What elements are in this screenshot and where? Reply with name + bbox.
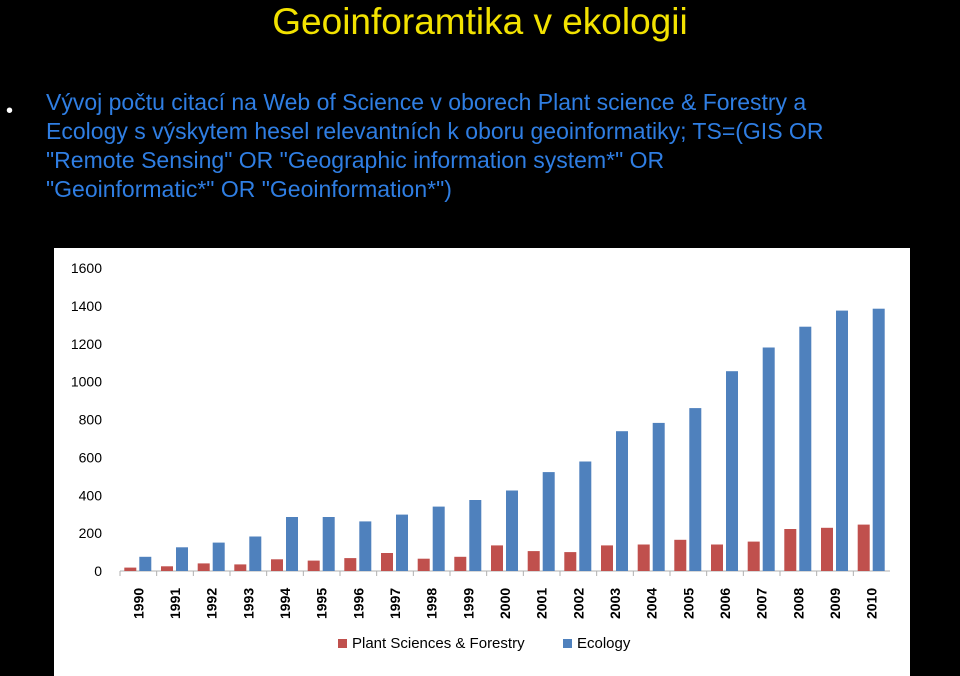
x-tick-label: 2010 xyxy=(864,588,880,619)
x-tick-label: 1994 xyxy=(277,588,293,619)
bar-ecology xyxy=(286,517,298,571)
x-tick-label: 1996 xyxy=(350,588,366,619)
x-tick-label: 1992 xyxy=(204,588,220,619)
bar-plant-sciences xyxy=(161,566,173,571)
x-tick-label: 1991 xyxy=(167,588,183,619)
bar-plant-sciences xyxy=(344,558,357,571)
x-tick-label: 2009 xyxy=(827,588,843,619)
citations-bar-chart: 0 200 400 600 800 1000 1200 1400 1600 1990 1991 199… xyxy=(71,260,890,652)
x-tick-label: 2001 xyxy=(534,588,550,619)
legend-swatch-ecology xyxy=(563,639,572,648)
bar-ecology xyxy=(579,461,592,571)
x-tick-label: 1993 xyxy=(240,588,256,619)
bar-ecology xyxy=(432,506,445,571)
slide-title: Geoinforamtika v ekologii xyxy=(272,1,688,42)
x-tick-label: 1990 xyxy=(130,588,146,619)
bar-plant-sciences xyxy=(674,539,687,571)
bar-plant-sciences xyxy=(454,556,467,571)
bullet-item: • Vývoj počtu citací na Web of Science v… xyxy=(0,88,960,228)
bar-plant-sciences xyxy=(197,563,210,571)
y-tick-label: 1600 xyxy=(71,260,102,276)
bar-plant-sciences xyxy=(564,552,577,571)
bar-ecology xyxy=(469,500,482,571)
x-tick-label: 2004 xyxy=(644,588,660,619)
bar-plant-sciences xyxy=(381,553,393,571)
y-tick-label: 0 xyxy=(94,563,102,579)
y-tick-label: 200 xyxy=(79,525,103,541)
x-tick-label: 2002 xyxy=(570,588,586,619)
bullet-line: Vývoj počtu citací na Web of Science v o… xyxy=(46,89,807,115)
bar-ecology xyxy=(726,371,738,571)
legend-swatch-plant xyxy=(338,639,347,648)
bullet-line: Ecology s výskytem hesel relevantních k … xyxy=(46,118,824,144)
bar-ecology xyxy=(799,326,812,571)
x-tick-label: 1995 xyxy=(314,588,330,619)
x-tick-label: 2000 xyxy=(497,588,513,619)
bar-plant-sciences xyxy=(821,527,833,571)
bar-ecology xyxy=(689,408,702,571)
bar-plant-sciences xyxy=(747,541,760,571)
bullet-line: "Geoinformatic*" OR "Geoinformation*") xyxy=(46,176,452,202)
legend-label-plant: Plant Sciences & Forestry xyxy=(352,635,525,652)
x-tick-label: 1999 xyxy=(460,588,476,619)
y-tick-label: 1400 xyxy=(71,298,102,314)
y-tick-label: 1200 xyxy=(71,336,102,352)
bar-ecology xyxy=(762,347,775,571)
y-tick-label: 400 xyxy=(79,487,103,503)
bar-ecology xyxy=(212,542,225,571)
bar-plant-sciences xyxy=(527,551,540,571)
bullet-text: Vývoj počtu citací na Web of Science v o… xyxy=(46,88,960,204)
bar-ecology xyxy=(836,310,848,571)
x-tick-label: 2003 xyxy=(607,588,623,619)
bar-plant-sciences xyxy=(711,544,723,571)
x-tick-label: 2006 xyxy=(717,588,733,619)
bar-plant-sciences xyxy=(234,564,247,571)
y-tick-label: 800 xyxy=(79,412,103,428)
y-tick-label: 600 xyxy=(79,449,103,465)
bar-plant-sciences xyxy=(784,529,797,571)
bar-ecology xyxy=(322,517,335,571)
bar-ecology xyxy=(616,431,628,571)
bar-ecology xyxy=(176,547,188,571)
bar-ecology xyxy=(872,308,885,571)
bar-ecology xyxy=(249,536,262,571)
bar-ecology xyxy=(396,514,408,571)
x-tick-label: 2005 xyxy=(680,588,696,619)
bar-plant-sciences xyxy=(417,558,430,571)
bar-ecology xyxy=(652,422,665,571)
bar-ecology xyxy=(542,472,555,571)
bar-plant-sciences xyxy=(307,560,320,571)
chart-panel: 0 200 400 600 800 1000 1200 1400 1600 1990 1991 199… xyxy=(54,248,910,676)
bar-plant-sciences xyxy=(637,544,650,571)
bar-plant-sciences xyxy=(271,559,283,571)
legend-label-ecology: Ecology xyxy=(577,635,631,652)
bar-ecology xyxy=(139,556,152,571)
bar-plant-sciences xyxy=(491,545,503,571)
bullet-line: "Remote Sensing" OR "Geographic informat… xyxy=(46,147,665,173)
x-tick-label: 1998 xyxy=(424,588,440,619)
bar-plant-sciences xyxy=(601,545,613,571)
bar-plant-sciences xyxy=(124,567,137,571)
x-tick-label: 2008 xyxy=(790,588,806,619)
bar-plant-sciences xyxy=(857,524,870,571)
bar-ecology xyxy=(359,521,372,571)
bullet-dot-icon: • xyxy=(6,100,14,122)
y-tick-label: 1000 xyxy=(71,374,102,390)
x-tick-label: 1997 xyxy=(387,588,403,619)
x-tick-label: 2007 xyxy=(754,588,770,619)
bar-ecology xyxy=(506,490,518,571)
